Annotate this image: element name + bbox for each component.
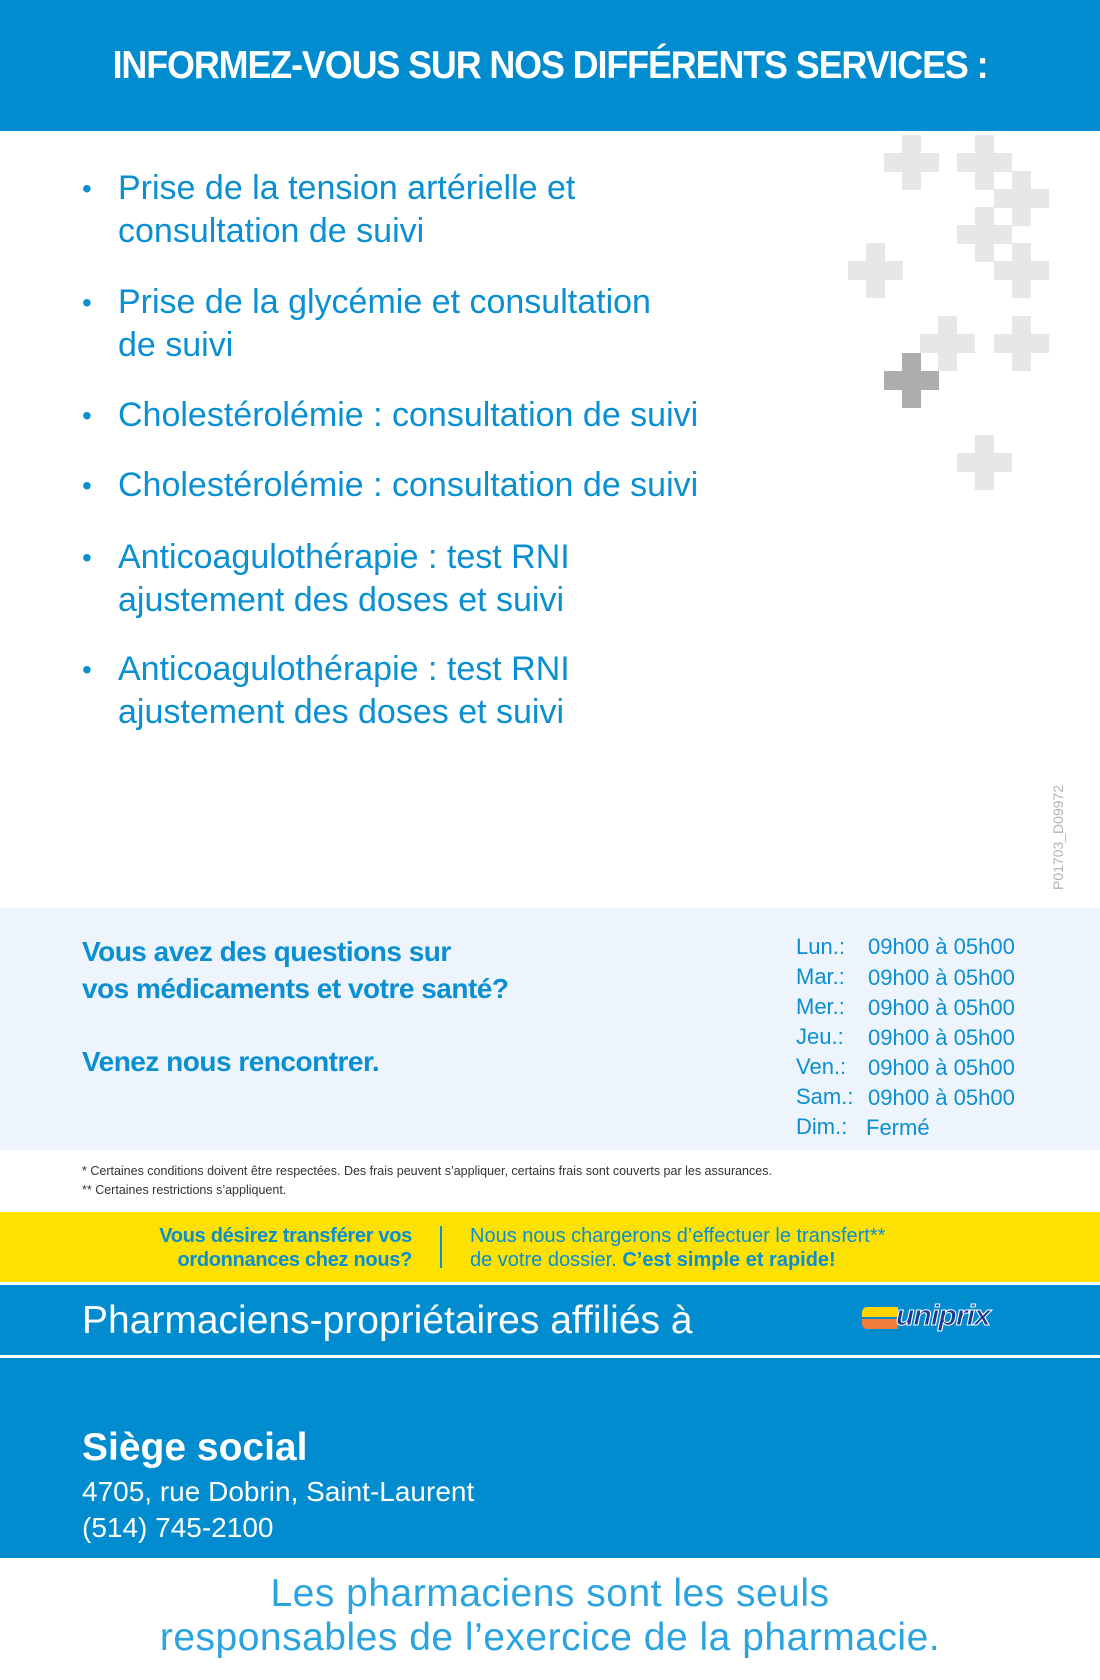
transfer-question-line: Vous désirez transférer vos [159,1225,412,1247]
hours-time: 09h00 à 05h00 [868,965,1015,990]
hours-day: Lun.: [796,934,845,959]
plus-icon [994,316,1049,371]
affiliation-banner: Pharmaciens-propriétaires affiliés à uni… [0,1285,1100,1355]
hq-address: 4705, rue Dobrin, Saint-Laurent [82,1476,475,1507]
bullet-icon: • [82,654,92,685]
plus-icon [884,135,939,190]
affiliation-text: Pharmaciens-propriétaires affiliés à [82,1299,693,1342]
tagline-line: Les pharmaciens sont les seuls [270,1572,830,1615]
plus-icon [957,207,1012,262]
plus-icon [957,435,1012,490]
hq-title: Siège social [82,1426,308,1469]
bullet-icon: • [82,287,92,318]
document-code: P01703_D09972 [1050,784,1066,890]
plus-icon [994,171,1049,226]
transfer-info-line: de votre dossier. [470,1249,623,1271]
bullet-icon: • [82,542,92,573]
transfer-banner: Vous désirez transférer vos ordonnances … [0,1212,1100,1282]
plus-icon [884,353,939,408]
question-text: vos médicaments et votre santé? [82,973,509,1004]
transfer-info-line: Nous nous chargerons d’effectuer le tran… [470,1225,886,1247]
plus-icon [994,243,1049,298]
plus-icon [920,316,975,371]
hours-time: 09h00 à 05h00 [868,1025,1015,1050]
tagline-line: responsables de l’exercice de la pharmac… [159,1616,941,1659]
hours-day: Mer.: [796,994,845,1019]
hours-day: Sam.: [796,1084,854,1109]
hours-time: 09h00 à 05h00 [868,1085,1015,1110]
logo-wordmark: uniprix [895,1300,991,1333]
footnote: ** Certaines restrictions s’appliquent. [82,1183,287,1197]
hours-day: Jeu.: [796,1024,844,1049]
transfer-question-line: ordonnances chez nous? [177,1249,412,1271]
hours-time: 09h00 à 05h00 [868,1055,1015,1080]
info-box: Vous avez des questions sur vos médicame… [0,908,1100,1150]
uniprix-logo: uniprix [862,1300,1016,1337]
service-text: consultation de suivi [118,212,425,250]
hours-day: Dim.: [796,1114,848,1139]
service-text: Cholestérolémie : consultation de suivi [118,466,699,504]
footnote: * Certaines conditions doivent être resp… [82,1164,772,1178]
header-banner: INFORMEZ-VOUS SUR NOS DIFFÉRENTS SERVICE… [0,0,1100,131]
transfer-info: Nous nous chargerons d’effectuer le tran… [470,1224,885,1272]
hours-day: Mar.: [796,964,845,989]
service-text: Cholestérolémie : consultation de suivi [118,396,699,434]
service-text: ajustement des doses et suivi [118,693,565,731]
transfer-question: Vous désirez transférer vos ordonnances … [159,1224,412,1272]
hours-day: Ven.: [796,1054,847,1079]
bullet-icon: • [82,173,92,204]
hours-time: 09h00 à 05h00 [868,934,1015,959]
service-text: Prise de la glycémie et consultation [118,283,651,321]
service-text: de suivi [118,326,234,364]
plus-icon [848,243,903,298]
hq-section: Siège social 4705, rue Dobrin, Saint-Lau… [0,1358,1100,1558]
question-text: Vous avez des questions sur [82,936,451,967]
tagline: Les pharmaciens sont les seuls responsab… [0,1572,1100,1660]
hours-time: Fermé [866,1115,930,1140]
plus-icon [957,135,1012,190]
service-text: ajustement des doses et suivi [118,581,565,619]
hours-time: 09h00 à 05h00 [868,995,1015,1020]
invite-text: Venez nous rencontrer. [82,1046,380,1077]
hq-phone: (514) 745-2100 [82,1512,274,1543]
bullet-icon: • [82,470,92,501]
page-title: INFORMEZ-VOUS SUR NOS DIFFÉRENTS SERVICE… [112,44,989,87]
transfer-emphasis: C’est simple et rapide! [622,1249,836,1271]
divider [440,1226,442,1268]
service-text: Anticoagulothérapie : test RNI [118,538,570,576]
bullet-icon: • [82,400,92,431]
service-text: Anticoagulothérapie : test RNI [118,650,570,688]
service-text: Prise de la tension artérielle et [118,169,576,207]
